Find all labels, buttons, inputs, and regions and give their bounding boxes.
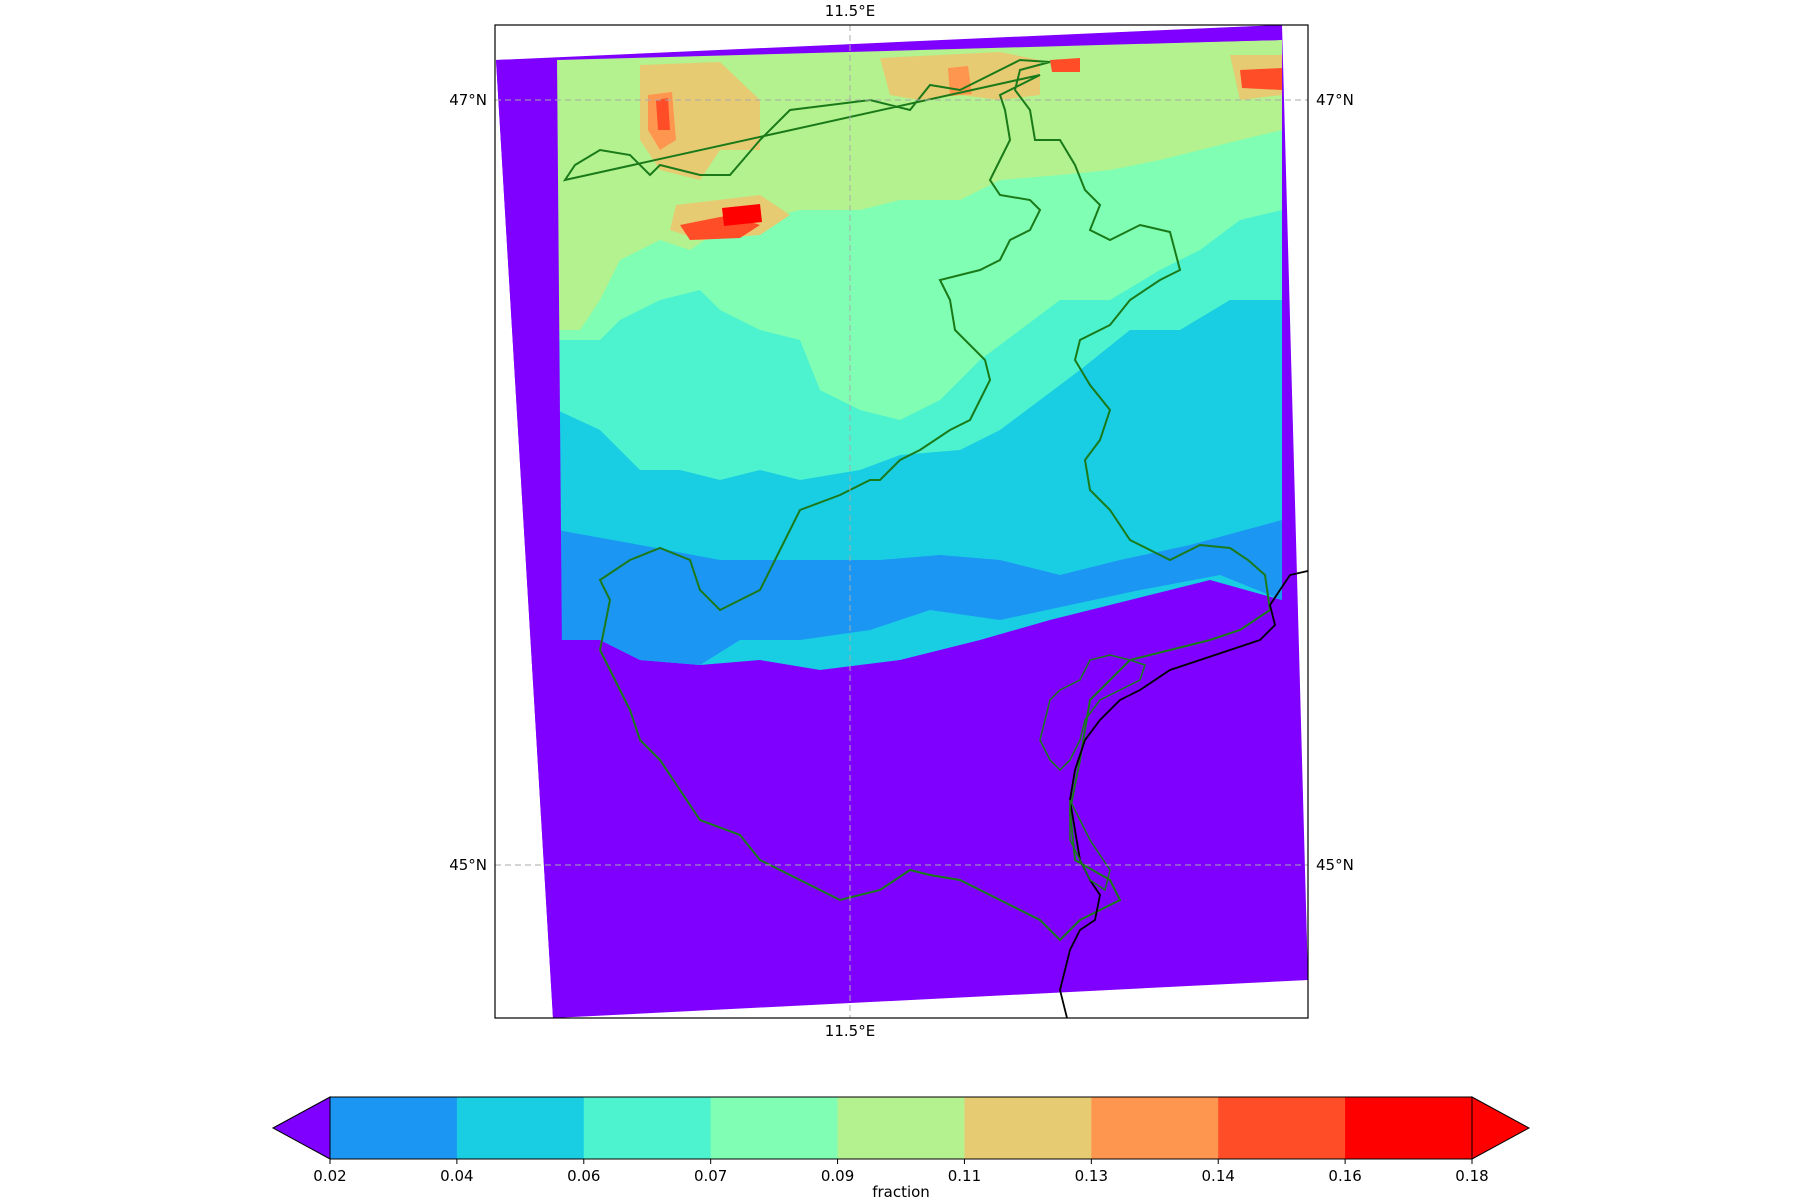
colorbar-tick-label: 0.11 [948,1167,981,1185]
colorbar-segment [583,1097,712,1159]
field-strip-top [557,25,1282,58]
colorbar-tick-label: 0.02 [313,1167,346,1185]
field-band-0.14 [656,98,670,130]
lon-label-bottom: 11.5°E [825,1022,875,1040]
coastline [1059,569,1308,1018]
colorbar: 0.02 0.04 0.06 0.07 0.09 0.11 0.13 0.14 0.16 0.18… [271,1096,1531,1201]
lagoon-outline [1039,654,1146,892]
colorbar-segment [837,1097,965,1159]
lat-47-left: 47°N [449,91,487,109]
colorbar-segment [1345,1097,1473,1159]
field-strip-left [496,58,565,1018]
lat-47-right: 47°N [1316,91,1354,109]
map-axes: 11.5°E 11.5°E 47°N 47°N 45°N 45°N [449,2,1354,1040]
colorbar-tick-label: 0.14 [1202,1167,1235,1185]
field-band-0.11 [640,62,760,180]
field-band-0.14-d [1240,68,1282,90]
colorbar-tick-label: 0.18 [1455,1167,1488,1185]
lon-label-top: 11.5°E [825,2,875,20]
field-strip-right [1282,25,1308,980]
region-border [562,58,1272,942]
colorbar-segment [964,1097,1092,1159]
colorbar-tick-label: 0.13 [1075,1167,1108,1185]
colorbar-segments [330,1097,1473,1159]
colorbar-tick-label: 0.04 [440,1167,473,1185]
colorbar-label: fraction [872,1183,930,1200]
colorbar-segment [456,1097,585,1159]
colorbar-segment [330,1097,458,1159]
lat-45-right: 45°N [1316,856,1354,874]
field-band-0.16 [722,204,762,226]
field-band-0.02-south [557,520,1282,665]
colorbar-tick-label: 0.07 [694,1167,727,1185]
colorbar-tick-label: 0.16 [1328,1167,1361,1185]
fraction-field [556,40,1282,670]
colorbar-ticks: 0.02 0.04 0.06 0.07 0.09 0.11 0.13 0.14 0.16 0.18 [313,1159,1489,1185]
lat-45-left: 45°N [449,856,487,874]
colorbar-segment [1091,1097,1219,1159]
field-band-0.14-c [1050,58,1080,72]
colorbar-outline [329,1096,1473,1160]
colorbar-segment [710,1097,839,1159]
colorbar-over-arrow [1471,1096,1531,1160]
map-frame [494,24,1309,1019]
colorbar-segment [1218,1097,1346,1159]
colorbar-under-arrow [271,1096,331,1160]
colorbar-tick-label: 0.06 [567,1167,600,1185]
colorbar-tick-label: 0.09 [821,1167,854,1185]
